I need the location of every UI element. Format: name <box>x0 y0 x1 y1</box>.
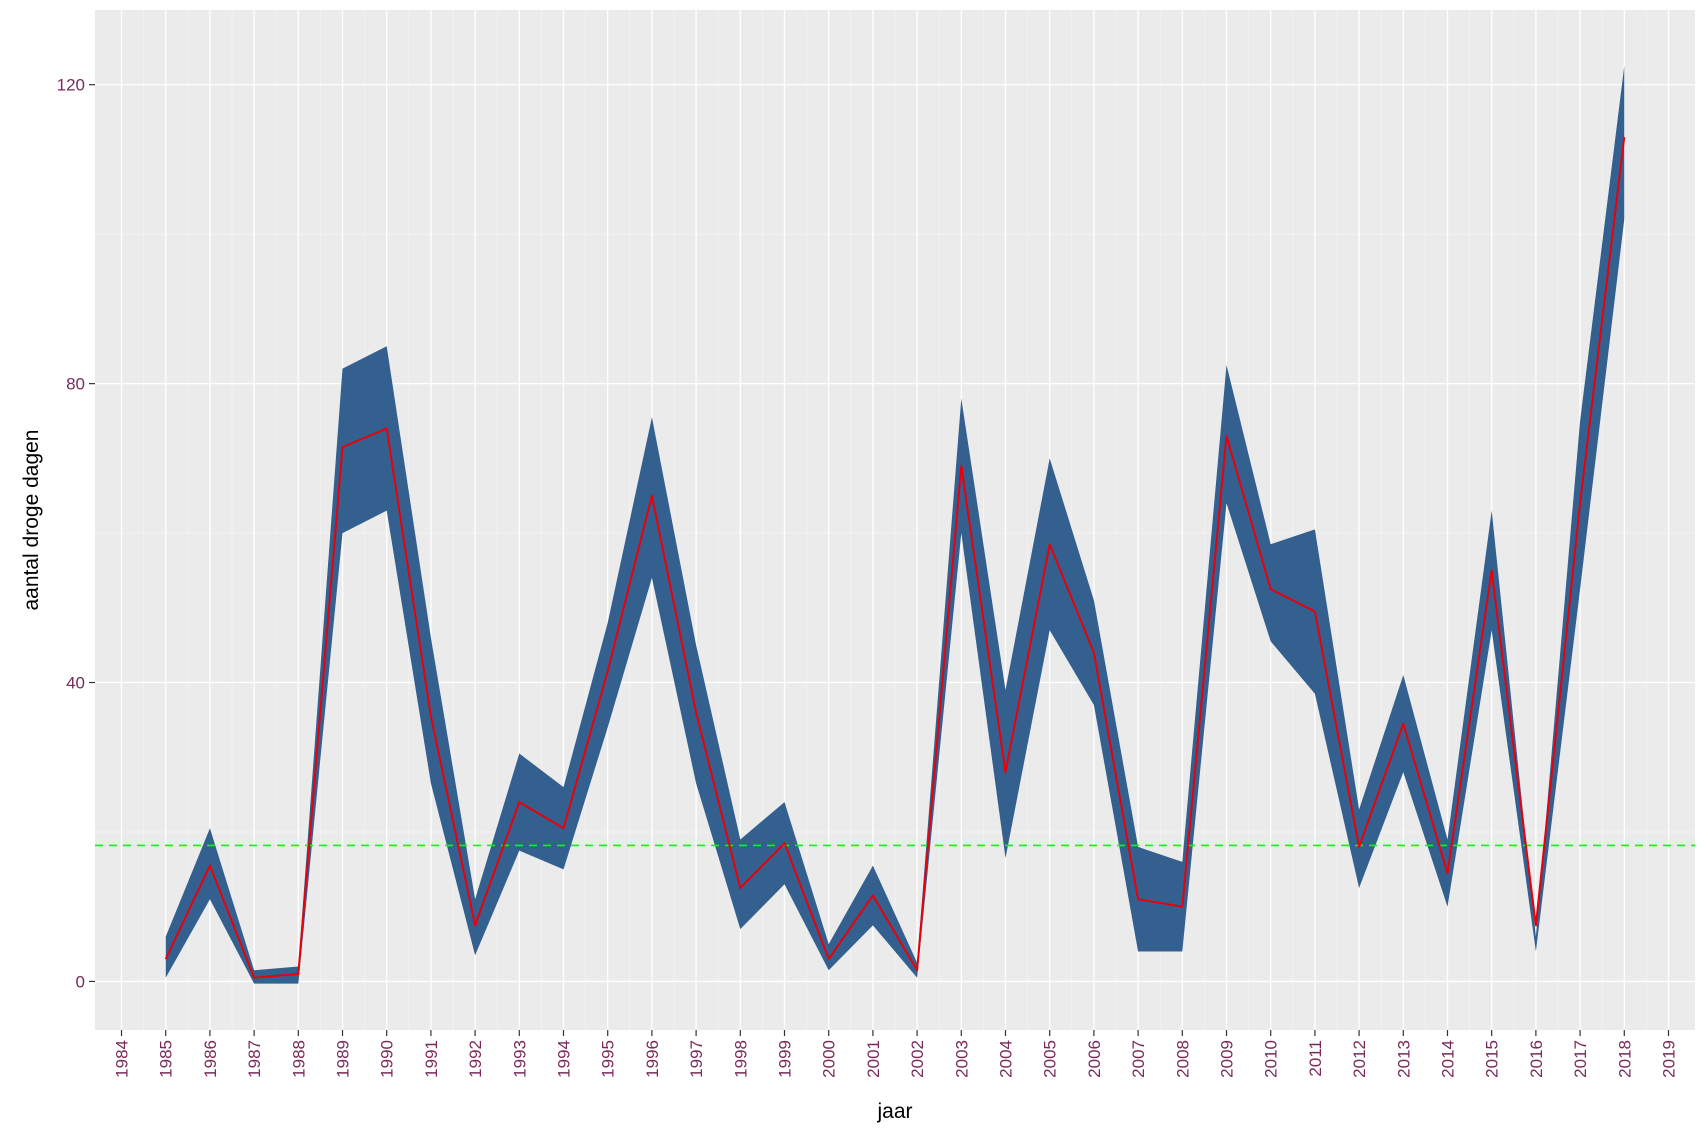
x-tick-label: 2007 <box>1129 1040 1148 1078</box>
x-tick-label: 2018 <box>1615 1040 1634 1078</box>
x-axis-title: jaar <box>876 1100 912 1123</box>
x-tick-label: 2002 <box>908 1040 927 1078</box>
y-tick-label: 40 <box>66 674 85 693</box>
x-tick-label: 1996 <box>643 1040 662 1078</box>
x-tick-label: 1988 <box>289 1040 308 1078</box>
x-tick-label: 2012 <box>1350 1040 1369 1078</box>
x-tick-label: 1984 <box>113 1040 132 1078</box>
x-tick-label: 1999 <box>776 1040 795 1078</box>
x-tick-label: 2016 <box>1527 1040 1546 1078</box>
x-tick-label: 2017 <box>1571 1040 1590 1078</box>
y-tick-label: 120 <box>57 76 85 95</box>
y-tick-label: 80 <box>66 375 85 394</box>
x-tick-label: 1987 <box>245 1040 264 1078</box>
x-tick-label: 2008 <box>1173 1040 1192 1078</box>
x-tick-label: 1991 <box>422 1040 441 1078</box>
x-tick-label: 1995 <box>599 1040 618 1078</box>
x-tick-label: 1992 <box>466 1040 485 1078</box>
x-tick-label: 2013 <box>1394 1040 1413 1078</box>
x-tick-label: 2003 <box>952 1040 971 1078</box>
x-tick-label: 2014 <box>1438 1040 1457 1078</box>
x-tick-label: 2001 <box>864 1040 883 1078</box>
x-tick-label: 2015 <box>1483 1040 1502 1078</box>
x-tick-label: 2009 <box>1217 1040 1236 1078</box>
x-tick-label: 1998 <box>731 1040 750 1078</box>
y-axis-title: aantal droge dagen <box>20 430 43 611</box>
x-tick-label: 2005 <box>1041 1040 1060 1078</box>
x-tick-label: 1997 <box>687 1040 706 1078</box>
x-tick-label: 2019 <box>1659 1040 1678 1078</box>
median-line <box>164 136 1626 979</box>
axes: 0 40 80 120 1984 1985 1986 1987 1988 1989 1990 1991… <box>57 76 1679 1078</box>
x-tick-label: 2004 <box>996 1040 1015 1078</box>
data-marks <box>95 66 1695 984</box>
x-tick-label: 1985 <box>157 1040 176 1078</box>
x-tick-label: 1990 <box>378 1040 397 1078</box>
x-tick-label: 1994 <box>555 1040 574 1078</box>
x-tick-label: 2011 <box>1306 1040 1325 1077</box>
x-tick-label: 2000 <box>820 1040 839 1078</box>
x-tick-label: 2006 <box>1085 1040 1104 1078</box>
x-tick-label: 1986 <box>201 1040 220 1078</box>
x-tick-label: 2010 <box>1262 1040 1281 1078</box>
x-tick-label: 1989 <box>334 1040 353 1078</box>
y-tick-label: 0 <box>76 972 85 991</box>
x-tick-label: 1993 <box>510 1040 529 1078</box>
